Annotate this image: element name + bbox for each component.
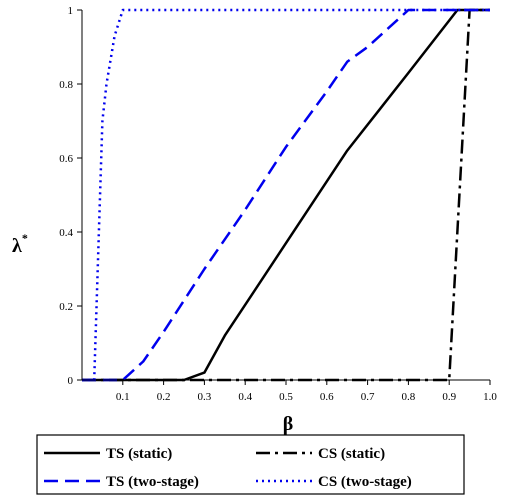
x-tick-label: 0.3 xyxy=(198,391,212,403)
legend-label-cs-two-stage: CS (two-stage) xyxy=(318,474,412,490)
legend-box xyxy=(36,434,465,495)
y-tick-label: 0.6 xyxy=(59,153,73,165)
y-tick-label: 0.4 xyxy=(59,227,73,239)
series-line-cs-static xyxy=(82,8,490,382)
legend-label-cs-static: CS (static) xyxy=(318,446,385,462)
x-tick-label: 1.0 xyxy=(483,391,497,403)
legend-entry-cs-static: CS (static) xyxy=(256,446,385,462)
y-tick-label: 0.8 xyxy=(59,79,73,91)
y-axis-label-superscript: * xyxy=(22,231,28,245)
y-tick-label: 1 xyxy=(68,5,74,17)
x-tick-label: 0.5 xyxy=(279,391,293,403)
legend-entry-ts-two-stage: TS (two-stage) xyxy=(44,474,199,490)
x-tick-label: 0.8 xyxy=(402,391,416,403)
y-axis-label: λ* xyxy=(12,231,28,257)
x-axis-label: β xyxy=(283,413,294,435)
x-tick-label: 0.9 xyxy=(442,391,456,403)
axes xyxy=(81,10,490,381)
legend-entry-ts-static: TS (static) xyxy=(44,446,172,462)
series-line-cs-two-stage xyxy=(82,8,490,382)
x-tick-label: 0.6 xyxy=(320,391,334,403)
tick-marks: 0.1 0.2 0.3 0.4 0.5 0.6 0.7 0.8 0.9 1.0 0 0.2 0.4 0.6… xyxy=(59,5,497,403)
legend-label-ts-static: TS (static) xyxy=(106,446,172,462)
legend: TS (static) CS (static) TS (two-stage) C… xyxy=(36,434,465,495)
series-line-ts-two-stage xyxy=(82,8,490,382)
legend-label-ts-two-stage: TS (two-stage) xyxy=(106,474,199,490)
series-line-ts-static xyxy=(82,8,490,382)
x-tick-label: 0.2 xyxy=(157,391,171,403)
series-lines xyxy=(82,8,490,382)
y-tick-label: 0.2 xyxy=(59,301,73,313)
y-tick-label: 0 xyxy=(68,375,74,387)
x-tick-label: 0.7 xyxy=(361,391,375,403)
legend-entry-cs-two-stage: CS (two-stage) xyxy=(256,474,412,490)
x-tick-label: 0.1 xyxy=(116,391,130,403)
x-tick-label: 0.4 xyxy=(238,391,252,403)
